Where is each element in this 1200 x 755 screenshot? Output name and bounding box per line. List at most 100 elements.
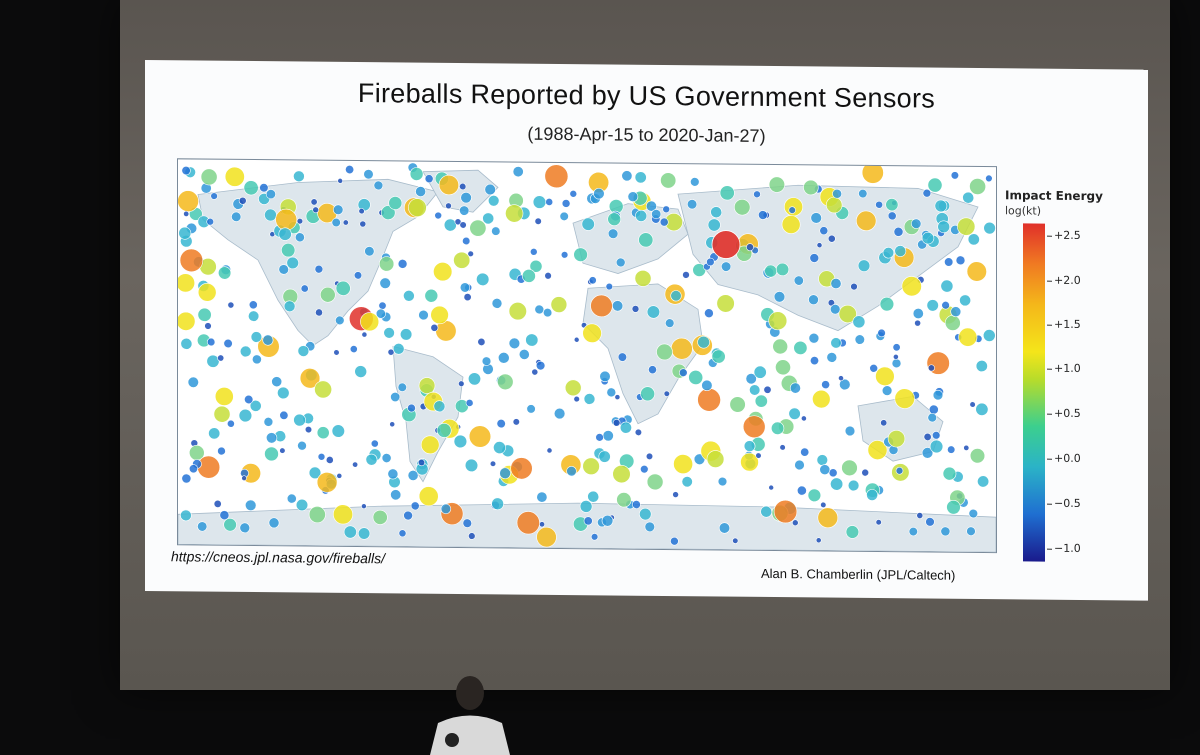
fireball-marker: [526, 404, 536, 414]
fireball-marker: [489, 460, 497, 467]
fireball-marker: [213, 405, 231, 423]
fireball-marker: [791, 519, 799, 527]
fireball-points: [178, 161, 996, 548]
fireball-marker: [179, 248, 204, 273]
fireball-marker: [775, 359, 791, 376]
fireball-marker: [183, 210, 190, 217]
fireball-marker: [430, 323, 439, 332]
fireball-marker: [467, 250, 474, 258]
fireball-marker: [959, 294, 971, 307]
fireball-marker: [944, 315, 961, 331]
slide: Fireballs Reported by US Government Sens…: [145, 60, 1148, 601]
fireball-marker: [525, 333, 539, 347]
fireball-marker: [844, 425, 856, 437]
fireball-marker: [178, 273, 195, 293]
fireball-marker: [788, 407, 801, 420]
fireball-marker: [910, 218, 922, 229]
fireball-marker: [706, 450, 725, 468]
fireball-marker: [238, 408, 253, 423]
fireball-marker: [459, 182, 467, 191]
fireball-marker: [768, 484, 775, 491]
fireball-marker: [241, 475, 247, 481]
world-map: [177, 158, 997, 554]
fireball-marker: [912, 308, 924, 320]
fireball-marker: [418, 377, 436, 394]
fireball-marker: [947, 445, 956, 454]
fireball-marker: [335, 315, 345, 326]
fireball-marker: [733, 199, 751, 216]
fireball-marker: [701, 379, 713, 391]
fireball-marker: [189, 464, 198, 474]
fireball-marker: [605, 282, 613, 291]
fireball-marker: [673, 454, 694, 474]
fireball-marker: [781, 215, 801, 234]
fireball-marker: [403, 510, 413, 521]
fireball-marker: [505, 204, 524, 223]
fireball-marker: [336, 472, 343, 479]
fireball-marker: [363, 169, 374, 180]
fireball-marker: [838, 375, 844, 382]
fireball-marker: [820, 501, 827, 509]
fireball-marker: [982, 329, 996, 342]
fireball-marker: [358, 527, 371, 540]
fireball-marker: [742, 415, 766, 439]
fireball-marker: [690, 177, 700, 187]
fireball-marker: [662, 205, 671, 214]
fireball-marker: [210, 192, 218, 200]
fireball-marker: [440, 503, 452, 515]
fireball-marker: [746, 243, 754, 252]
fireball-marker: [807, 488, 822, 503]
fireball-marker: [772, 338, 789, 355]
fireball-marker: [462, 518, 472, 528]
fireball-marker: [793, 340, 808, 355]
fireball-marker: [569, 190, 578, 198]
fireball-marker: [415, 186, 426, 197]
presenter-silhouette: [430, 676, 510, 755]
fireball-marker: [534, 217, 542, 225]
fireball-marker: [379, 277, 391, 289]
fireball-marker: [583, 393, 596, 405]
fireball-marker: [921, 231, 935, 245]
fireball-marker: [854, 334, 865, 345]
fireball-marker: [361, 503, 367, 510]
fireball-marker: [923, 432, 932, 441]
fireball-marker: [640, 464, 649, 474]
fireball-marker: [812, 389, 831, 409]
fireball-marker: [407, 470, 419, 481]
fireball-marker: [841, 459, 858, 477]
fireball-marker: [178, 226, 192, 240]
fireball-marker: [227, 301, 235, 309]
slide-subtitle: (1988-Apr-15 to 2020-Jan-27): [527, 123, 766, 146]
fireball-marker: [373, 180, 384, 191]
fireball-marker: [310, 198, 318, 206]
fireball-marker: [908, 526, 918, 537]
fireball-marker: [830, 337, 842, 349]
fireball-marker: [829, 304, 841, 315]
fireball-marker: [616, 492, 632, 508]
fireball-marker: [408, 198, 427, 217]
fireball-marker: [573, 247, 588, 262]
fireball-marker: [958, 327, 978, 347]
fireball-marker: [543, 308, 553, 318]
fireball-marker: [312, 206, 319, 214]
fireball-marker: [969, 401, 976, 408]
fireball-marker: [407, 403, 416, 413]
fireball-marker: [607, 212, 622, 227]
fireball-marker: [178, 311, 196, 331]
fireball-marker: [740, 452, 759, 472]
fireball-marker: [299, 368, 321, 389]
fireball-marker: [861, 468, 870, 477]
fireball-marker: [710, 206, 723, 219]
fireball-marker: [937, 220, 951, 234]
fireball-marker: [686, 199, 698, 210]
fireball-marker: [259, 183, 269, 193]
fireball-marker: [707, 218, 721, 232]
fireball-marker: [409, 167, 424, 181]
fireball-marker: [773, 291, 786, 303]
fireball-marker: [271, 376, 283, 388]
fireball-marker: [927, 177, 943, 193]
fireball-marker: [538, 521, 545, 528]
fireball-marker: [278, 264, 289, 275]
fireball-marker: [573, 336, 580, 343]
colorbar-tick: +0.0: [1047, 452, 1081, 465]
